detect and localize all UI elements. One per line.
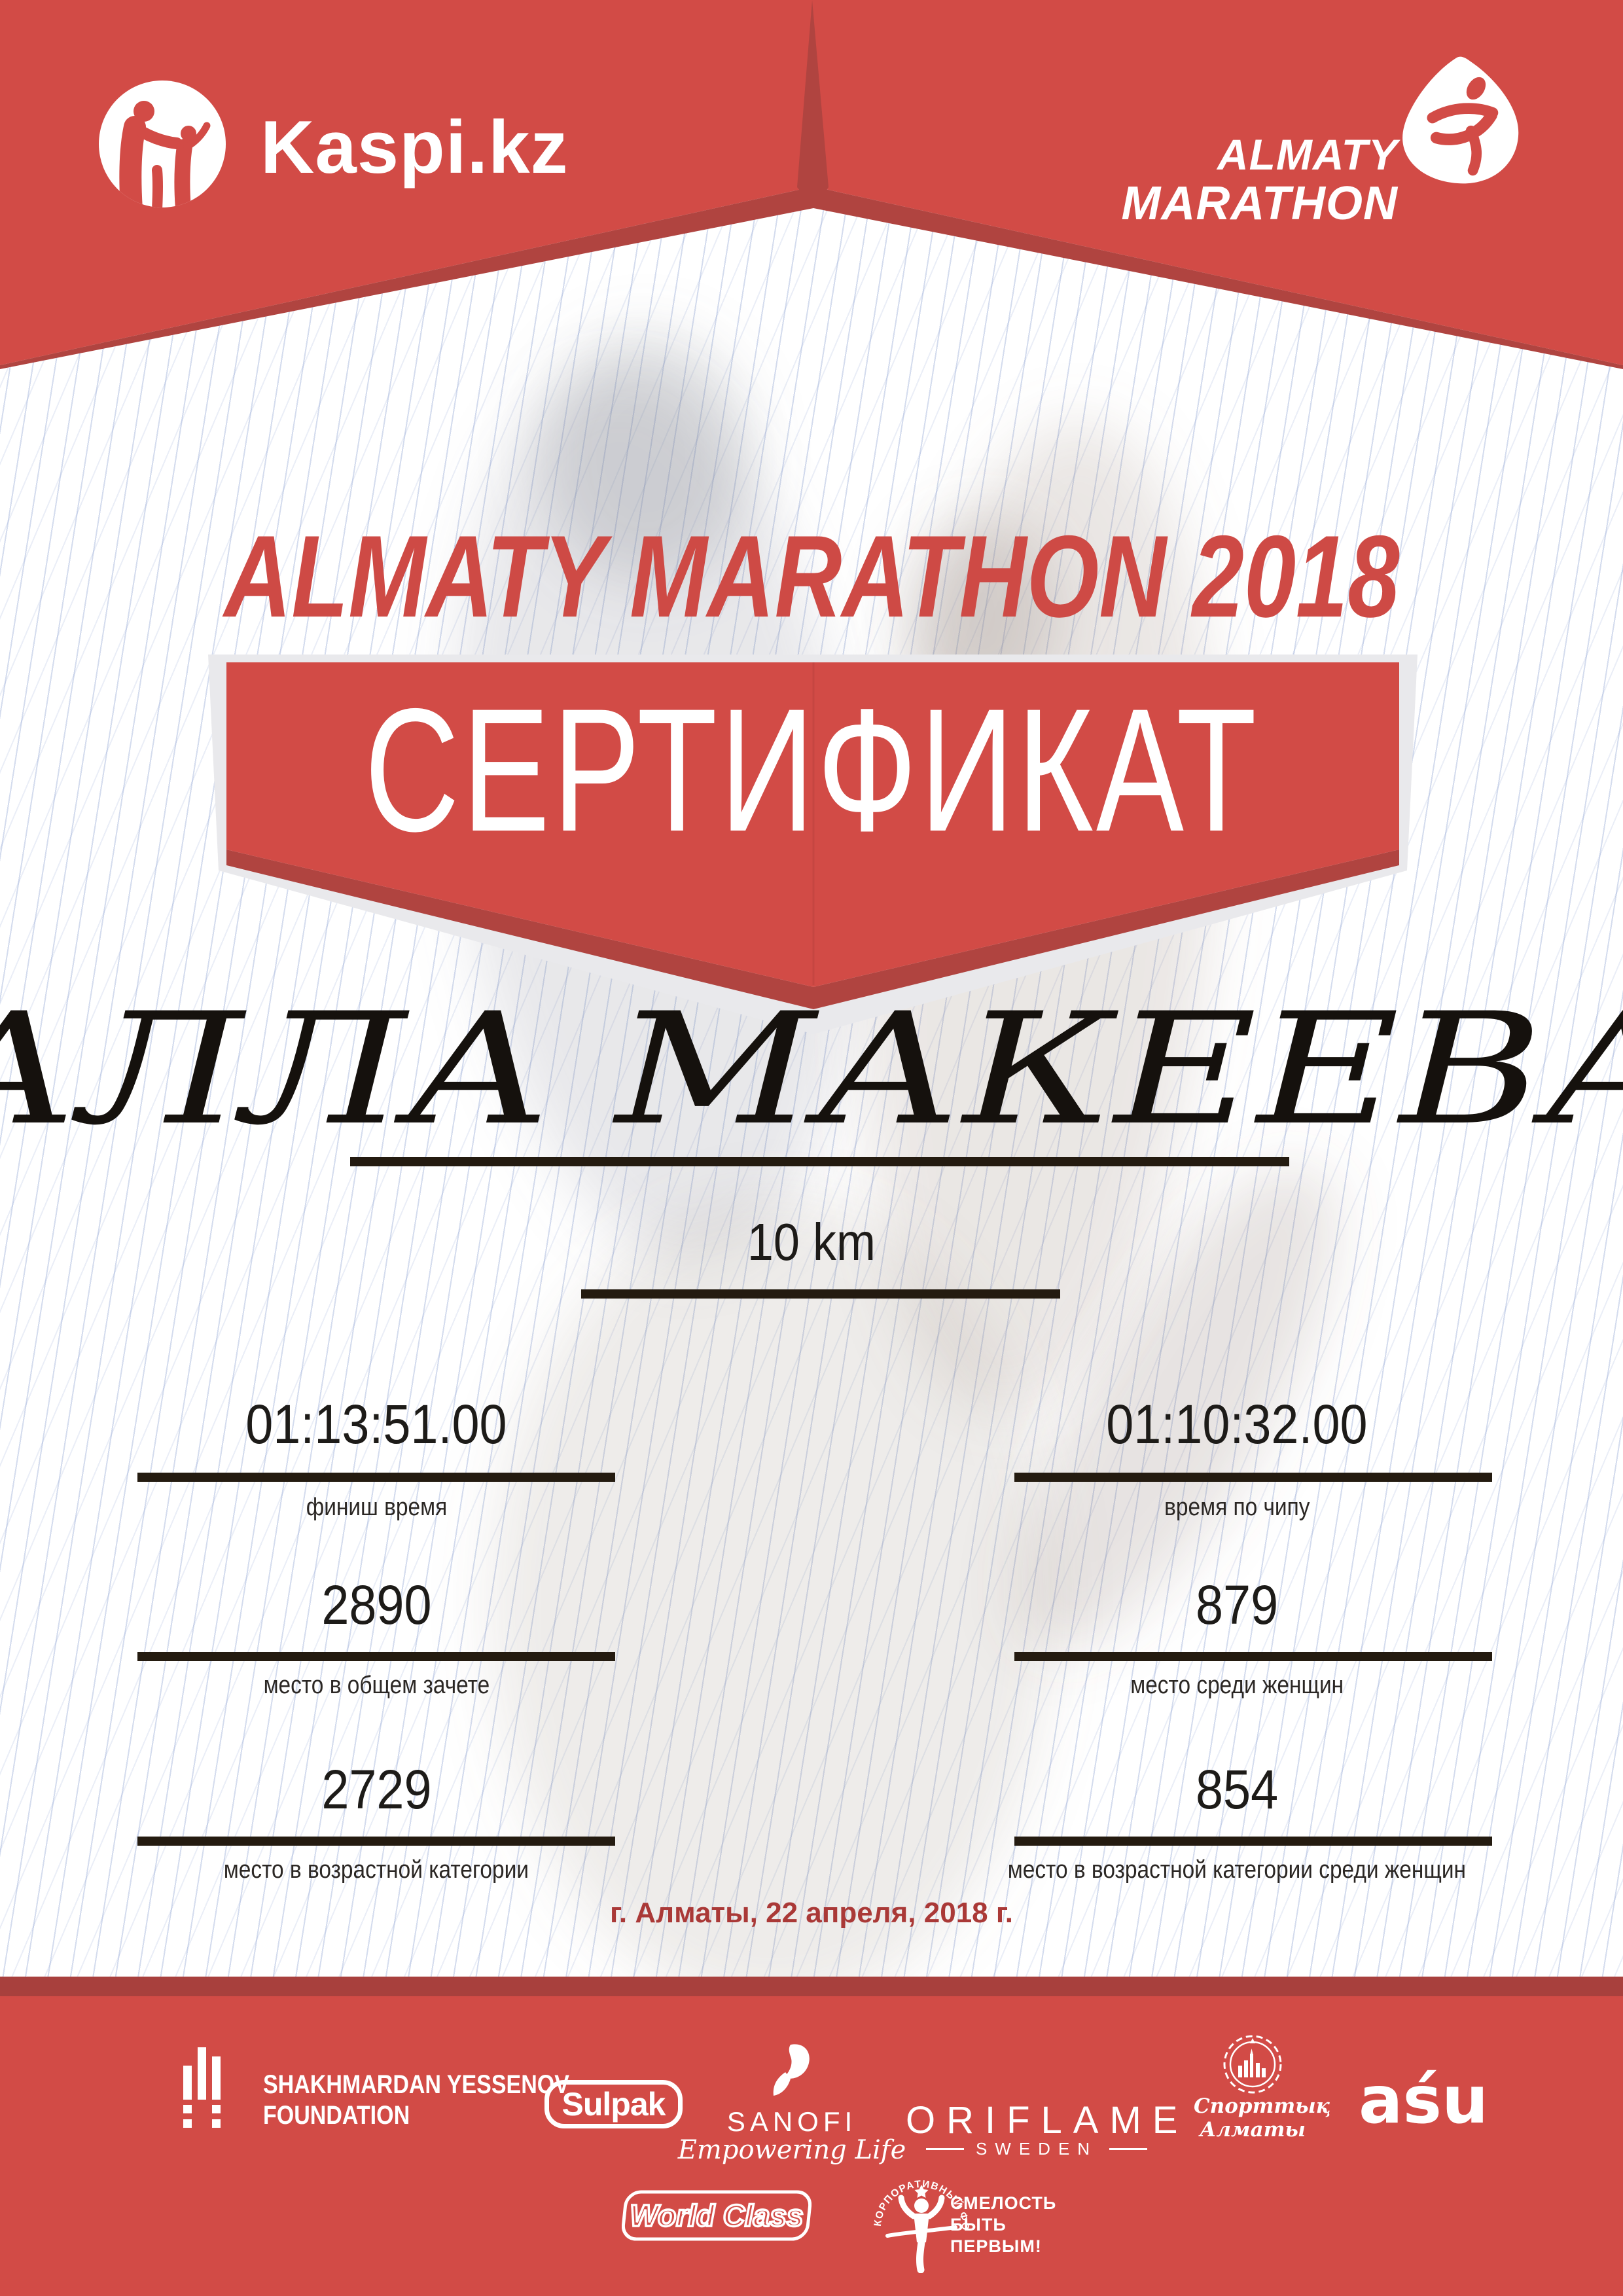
sulpak-logo-text: Sulpak xyxy=(562,2086,666,2123)
oriflame-country: SWEDEN xyxy=(906,2139,1168,2159)
world-class-logo: World Class xyxy=(622,2190,812,2241)
age-category-women-place-value: 854 xyxy=(1195,1759,1279,1820)
svg-text:World Class: World Class xyxy=(630,2198,804,2233)
asu-logo: aśu xyxy=(1359,2062,1489,2138)
women-place-value: 879 xyxy=(1195,1574,1279,1636)
kaspi-logo-icon xyxy=(99,81,226,207)
name-underline xyxy=(350,1157,1289,1166)
result-underline xyxy=(1014,1473,1492,1482)
overall-place-label: место в общем зачете xyxy=(263,1672,490,1699)
kaspi-logo-text: Kaspi.kz xyxy=(260,106,569,189)
sanofi-logo-text: SANOFI xyxy=(726,2106,857,2137)
almaty-marathon-logo-text-2: MARATHON xyxy=(1121,177,1398,230)
result-underline xyxy=(1014,1652,1492,1661)
almaty-marathon-logo-text-1: ALMATY xyxy=(1217,130,1398,179)
sport-almaty-emblem-icon xyxy=(1223,2035,1282,2094)
oriflame-dash xyxy=(925,2148,964,2150)
age-category-place-label: место в возрастной категории xyxy=(223,1856,529,1884)
certificate-heading: СЕРТИФИКАТ xyxy=(364,672,1259,868)
almaty-marathon-logo-icon xyxy=(1402,56,1519,184)
sanofi-tagline: Empowering Life xyxy=(677,2135,906,2165)
sport-almaty-text-1: Спорттық xyxy=(1194,2094,1330,2118)
oriflame-logo-text: ORIFLAME xyxy=(906,2099,1189,2142)
distance-underline xyxy=(581,1289,1060,1299)
age-category-women-place-label: место в возрастной категории среди женщи… xyxy=(1007,1856,1467,1884)
sulpak-logo: Sulpak xyxy=(544,2080,683,2128)
result-underline xyxy=(137,1837,615,1846)
distance-value: 10 km xyxy=(747,1213,876,1271)
result-underline xyxy=(137,1652,615,1661)
chip-time-value: 01:10:32.00 xyxy=(1106,1393,1368,1455)
finish-time-label: финиш время xyxy=(306,1494,447,1521)
result-underline xyxy=(1014,1837,1492,1846)
event-date-location: г. Алматы, 22 апреля, 2018 г. xyxy=(610,1897,1013,1929)
finish-time-value: 01:13:51.00 xyxy=(245,1393,507,1455)
fund-slogan-text: СМЕЛОСТЬ БЫТЬ ПЕРВЫМ! xyxy=(950,2193,1057,2256)
overall-place-value: 2890 xyxy=(321,1574,432,1636)
oriflame-dash xyxy=(1109,2148,1148,2150)
participant-name: АЛЛА МАКЕЕВА xyxy=(0,980,1623,1159)
women-place-label: место среди женщин xyxy=(1130,1672,1344,1699)
event-title: ALMATY MARATHON 2018 xyxy=(224,511,1399,641)
chip-time-label: время по чипу xyxy=(1164,1494,1310,1521)
result-underline xyxy=(137,1473,615,1482)
age-category-place-value: 2729 xyxy=(321,1759,432,1820)
sport-almaty-text-2: Алматы xyxy=(1200,2118,1306,2142)
yessenov-foundation-icon xyxy=(183,2047,221,2128)
sanofi-bird-icon xyxy=(773,2044,810,2096)
